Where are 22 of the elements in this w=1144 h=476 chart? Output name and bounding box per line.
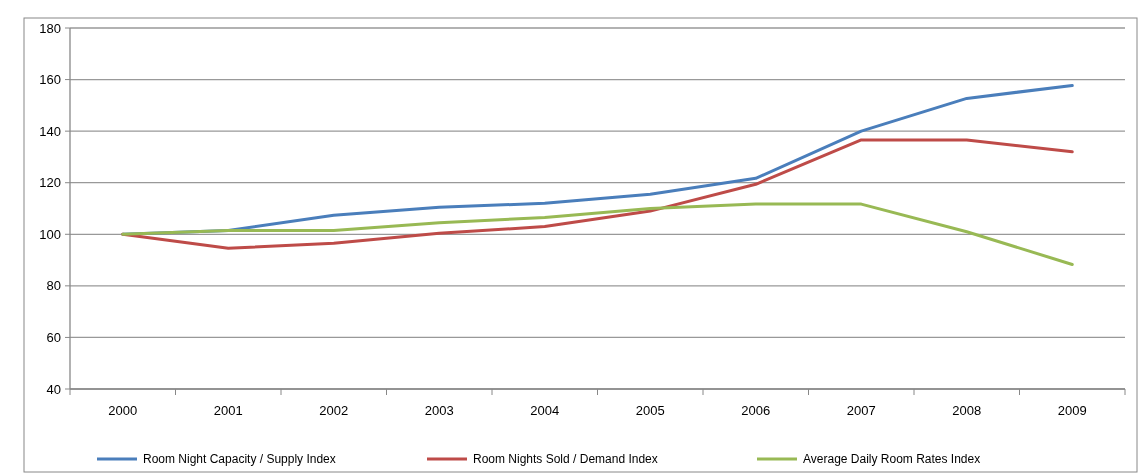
y-tick-label: 180 (39, 20, 61, 36)
x-tick-label: 2000 (108, 403, 138, 418)
x-tick-label: 2002 (319, 403, 349, 418)
x-tick-label: 2007 (846, 403, 876, 418)
y-tick-label: 120 (39, 175, 61, 191)
x-tick-label: 2001 (213, 403, 243, 418)
y-tick-label: 80 (46, 278, 61, 294)
y-tick-label: 140 (39, 123, 61, 139)
y-tick-label: 60 (46, 329, 61, 345)
y-tick-label: 40 (46, 381, 61, 397)
line-series (121, 202, 1074, 266)
x-tick-label: 2003 (424, 403, 454, 418)
x-tick-label: 2008 (952, 403, 982, 418)
x-tick-label: 2004 (530, 403, 560, 418)
x-tick-label: 2005 (635, 403, 665, 418)
legend-label: Room Night Capacity / Supply Index (143, 452, 336, 467)
legend-label: Room Nights Sold / Demand Index (473, 452, 658, 467)
y-tick-label: 100 (39, 226, 61, 242)
x-tick-label: 2006 (741, 403, 771, 418)
legend-label: Average Daily Room Rates Index (803, 452, 981, 467)
y-tick-label: 160 (39, 72, 61, 88)
x-tick-label: 2009 (1057, 403, 1087, 418)
